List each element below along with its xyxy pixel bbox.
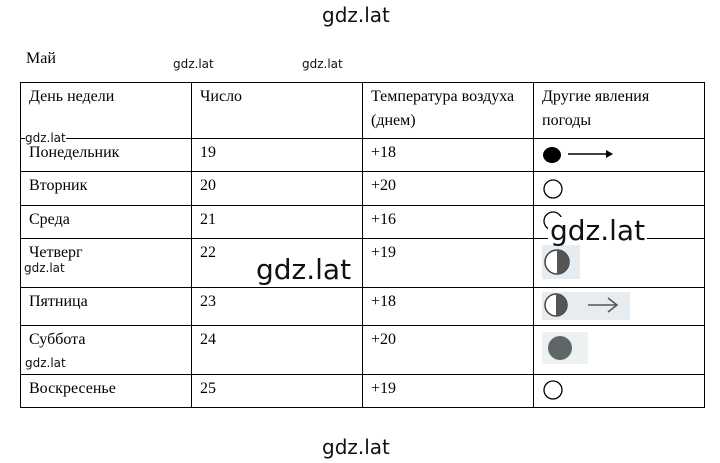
cell: +20	[362, 325, 534, 375]
cell	[533, 138, 705, 172]
cell: Пятница	[20, 287, 192, 326]
watermark: gdz.lat	[25, 356, 66, 370]
header-cell: Температура воздуха (днем)	[362, 82, 534, 139]
cell: +20	[362, 171, 534, 206]
weather-table: День недели Число Температура воздуха (д…	[20, 82, 705, 408]
header-cell: Число	[191, 82, 363, 139]
header-cell: Другие явления погоды	[533, 82, 705, 139]
watermark: gdz.lat	[24, 261, 65, 275]
cell: +16	[362, 205, 534, 239]
cell: 21	[191, 205, 363, 239]
weather-icon	[542, 245, 580, 279]
cell: Воскресенье	[20, 374, 192, 408]
row: Вторник 20 +20	[20, 171, 705, 206]
cell: +18	[362, 287, 534, 326]
watermark: gdz.lat	[25, 131, 66, 145]
header-cell: День недели	[20, 82, 192, 139]
watermark: gdz.lat	[302, 57, 343, 71]
watermark: gdz.lat	[322, 3, 390, 27]
cell: 24	[191, 325, 363, 375]
watermark: gdz.lat	[254, 253, 354, 286]
row: Воскресенье 25 +19	[20, 374, 705, 408]
watermark: gdz.lat	[548, 214, 648, 247]
weather-icon	[542, 332, 588, 364]
cell	[533, 325, 705, 375]
cell: +18	[362, 138, 534, 172]
cell	[533, 171, 705, 206]
cell	[533, 287, 705, 326]
watermark: gdz.lat	[322, 435, 390, 459]
row: Пятница 23 +18	[20, 287, 705, 326]
title: Май	[26, 50, 56, 67]
watermark: gdz.lat	[173, 57, 214, 71]
weather-icon	[543, 179, 563, 199]
cell: 19	[191, 138, 363, 172]
cell: 20	[191, 171, 363, 206]
cell	[533, 374, 705, 408]
header-row: День недели Число Температура воздуха (д…	[20, 82, 705, 139]
weather-icon	[543, 380, 563, 400]
row: Понедельник 19 +18	[20, 138, 705, 172]
cell: Вторник	[20, 171, 192, 206]
row: Суббота 24 +20	[20, 325, 705, 375]
cell: +19	[362, 238, 534, 288]
weather-icon	[542, 292, 630, 320]
cell: 25	[191, 374, 363, 408]
cell: Среда	[20, 205, 192, 239]
cell: +19	[362, 374, 534, 408]
cell: 23	[191, 287, 363, 326]
weather-icon	[543, 147, 613, 163]
